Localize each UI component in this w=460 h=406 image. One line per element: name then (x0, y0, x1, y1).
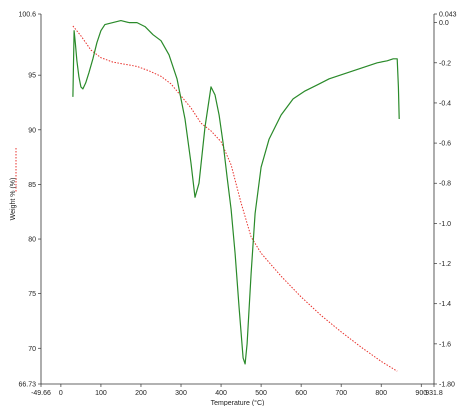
y2-tick-label: 0.043 (439, 12, 457, 19)
y2-tick-label: -0.4 (439, 100, 451, 107)
y-tick-label: 75 (28, 291, 36, 298)
x-tick-label: 200 (135, 390, 147, 397)
y-tick-label: 95 (28, 73, 36, 80)
y2-tick-label: -1.6 (439, 341, 451, 348)
weight-percent-line (72, 25, 398, 372)
y2-tick-label: -0.6 (439, 141, 451, 148)
y2-tick-label: -1.0 (439, 221, 451, 228)
y-tick-label: 100.6 (18, 12, 36, 19)
x-tick-label: 500 (255, 390, 267, 397)
x-tick-label: 931.8 (425, 390, 443, 397)
y2-tick-label: -0.2 (439, 60, 451, 67)
x-tick-label: 700 (335, 390, 347, 397)
y2-tick-label: -1.4 (439, 301, 451, 308)
y2-tick-label: -1.80 (439, 382, 455, 389)
y-tick-label: 90 (28, 127, 36, 134)
x-tick-label: 800 (375, 390, 387, 397)
y-tick-label: 66.73 (18, 382, 36, 389)
derivative-weight-line (72, 20, 400, 365)
y-tick-label: 80 (28, 237, 36, 244)
x-tick-label: 0 (59, 390, 63, 397)
x-tick-label: 900 (415, 390, 427, 397)
x-tick-label: 600 (295, 390, 307, 397)
y-tick-label: 70 (28, 346, 36, 353)
y2-tick-label: -1.2 (439, 261, 451, 268)
x-tick-label: 400 (215, 390, 227, 397)
x-tick-label: -49.66 (31, 390, 51, 397)
y-axis-label: Weight % (%) (10, 178, 17, 221)
x-tick-label: 300 (175, 390, 187, 397)
x-axis-label: Temperature (°C) (211, 399, 265, 406)
x-tick-label: 100 (95, 390, 107, 397)
y2-tick-label: 0.0 (439, 20, 449, 27)
y-tick-label: 85 (28, 182, 36, 189)
y2-tick-label: -0.8 (439, 181, 451, 188)
